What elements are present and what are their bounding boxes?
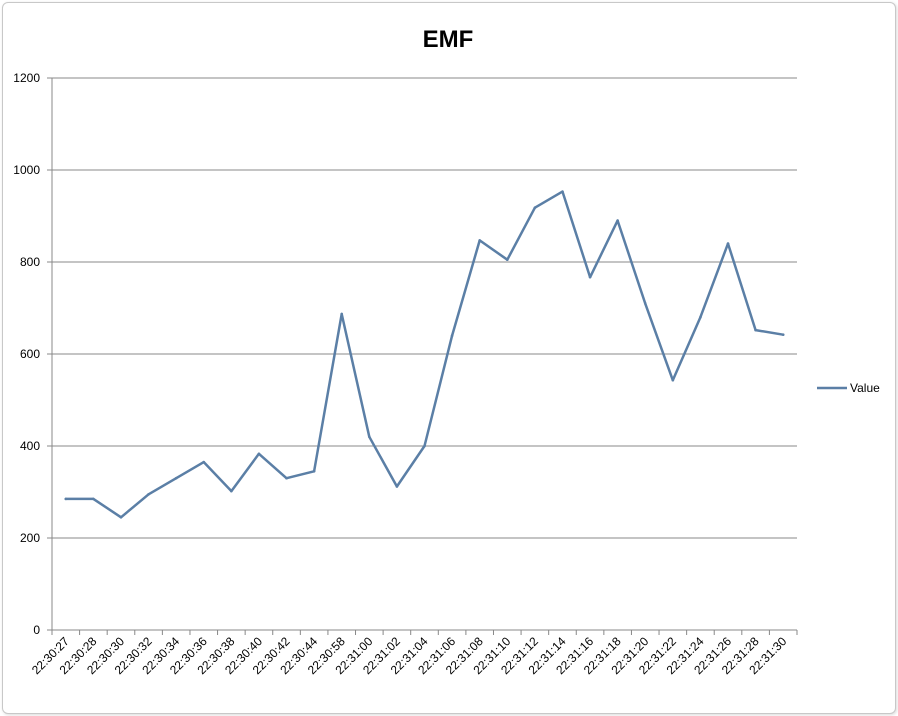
y-tick-label: 800 [20,255,40,269]
data-point [368,435,371,439]
data-point [285,476,288,480]
y-tick-label: 1200 [13,71,40,85]
data-point [588,275,592,279]
y-tick-label: 600 [20,347,40,361]
y-tick-label: 200 [20,531,40,545]
y-tick-label: 400 [20,439,40,453]
legend-label: Value [850,381,880,395]
data-point [505,258,509,262]
data-point [533,206,537,210]
y-tick-label: 1000 [13,163,40,177]
y-tick-label: 0 [33,623,40,637]
data-point [754,328,757,332]
data-point [478,239,481,242]
data-point [257,452,261,456]
data-point [202,460,206,464]
data-point [643,302,647,305]
data-point [781,333,785,336]
data-point [423,444,426,448]
data-point [64,497,68,501]
data-point [340,312,344,316]
data-point [395,485,399,488]
data-point [147,493,150,496]
data-point [726,242,730,245]
data-point [174,476,178,480]
data-point [616,219,619,222]
data-point [561,190,564,193]
data-point [450,334,454,337]
data-point [230,489,233,493]
data-point [312,470,316,473]
data-point [119,516,123,519]
data-point [699,315,702,319]
chart-title: EMF [423,26,474,53]
data-point [671,378,675,382]
data-point [92,497,95,501]
